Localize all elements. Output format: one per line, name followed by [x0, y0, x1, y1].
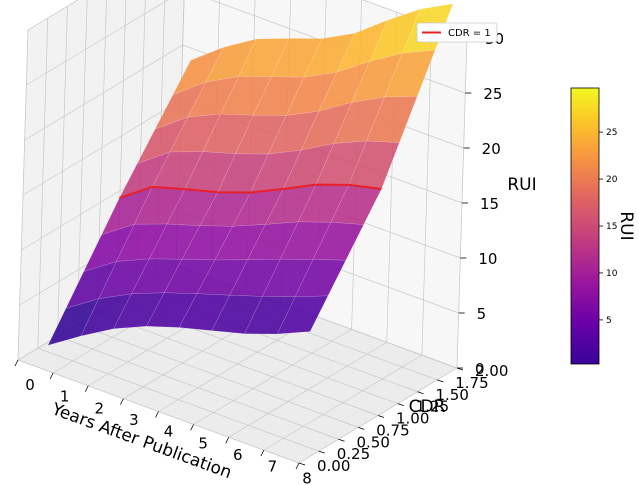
- x-tick-mark: [49, 372, 54, 380]
- x-tick-label: 4: [164, 423, 174, 441]
- x-tick-mark: [190, 424, 194, 431]
- floor-grid-y: [77, 324, 359, 428]
- y-tick-mark: [377, 415, 385, 418]
- x-tick-label: 2: [94, 399, 104, 417]
- y-tick-label: 1.00: [396, 410, 429, 428]
- y-tick-label: 1.25: [416, 398, 449, 416]
- surface-patch: [312, 221, 365, 261]
- y-axis-label: CDR: [409, 397, 446, 417]
- colorbar-tick-label: 20: [606, 175, 618, 185]
- cdr-line-group: [119, 183, 382, 199]
- side-grid-z: [22, 99, 182, 196]
- colorbar-tick-label: 10: [606, 269, 618, 279]
- y-tick-label: 2.00: [475, 362, 508, 380]
- z-tick-label: 0: [475, 360, 485, 378]
- z-tick-label: 10: [478, 250, 497, 268]
- z-axis-label: RUI: [507, 175, 536, 195]
- floor-grid-y: [96, 312, 379, 416]
- x-tick-mark: [260, 449, 265, 457]
- y-tick-label: 1.50: [436, 386, 469, 404]
- y-tick-mark: [298, 462, 306, 466]
- floor-grid-y: [37, 347, 319, 452]
- y-tick-mark: [358, 426, 365, 430]
- x-tick-mark: [14, 359, 19, 367]
- x-tick-mark: [295, 462, 300, 470]
- axis-ticks: 0 1 2 3 4 5 6 7 8 0.000.250.500.751.001.251.501.7…: [14, 30, 508, 485]
- y-tick-label: 1.75: [455, 374, 488, 392]
- side-grid-z: [27, 0, 79, 31]
- x-tick-mark: [155, 411, 159, 418]
- x-tick-label: 1: [60, 388, 70, 406]
- surface-plot: [47, 3, 454, 346]
- z-tick-label: 25: [483, 85, 502, 103]
- x-tick-label: 6: [233, 446, 243, 464]
- x-tick-mark: [225, 437, 230, 444]
- colorbar-tick-label: 25: [606, 128, 617, 138]
- colorbar-label: RUI: [616, 211, 636, 240]
- y-tick-label: 0.00: [317, 457, 350, 475]
- legend-label: CDR = 1: [448, 28, 491, 39]
- x-tick-label: 8: [302, 469, 312, 485]
- colorbar-tick-label: 5: [606, 316, 612, 326]
- x-tick-label: 3: [129, 411, 139, 429]
- y-tick-label: 0.75: [376, 421, 409, 439]
- floor-grid-y: [57, 335, 339, 440]
- side-grid-z: [26, 0, 169, 86]
- z-tick-label: 5: [477, 305, 487, 323]
- y-tick-label: 0.25: [337, 445, 370, 463]
- side-grid-z: [24, 44, 183, 141]
- y-tick-mark: [417, 391, 424, 395]
- z-tick-label: 15: [480, 195, 499, 213]
- surface-patch: [276, 295, 329, 335]
- y-tick-mark: [397, 403, 404, 407]
- x-tick-label: 5: [198, 434, 208, 452]
- x-tick-mark: [120, 398, 124, 405]
- x-tick-mark: [84, 385, 89, 392]
- cdr-line: [119, 183, 382, 199]
- y-tick-mark: [318, 450, 325, 454]
- z-tick-label: 20: [482, 140, 501, 158]
- x-tick-label: 0: [25, 376, 35, 394]
- legend: CDR = 1: [416, 22, 498, 43]
- colorbar: 5 10 15 20 25: [570, 87, 618, 365]
- y-tick-label: 0.50: [357, 433, 390, 451]
- colorbar-gradient: [570, 87, 600, 365]
- legend-box: [416, 22, 498, 43]
- x-tick-label: 7: [268, 458, 278, 476]
- y-tick-mark: [338, 438, 345, 442]
- y-tick-mark: [437, 379, 444, 383]
- colorbar-tick-label: 15: [606, 222, 617, 232]
